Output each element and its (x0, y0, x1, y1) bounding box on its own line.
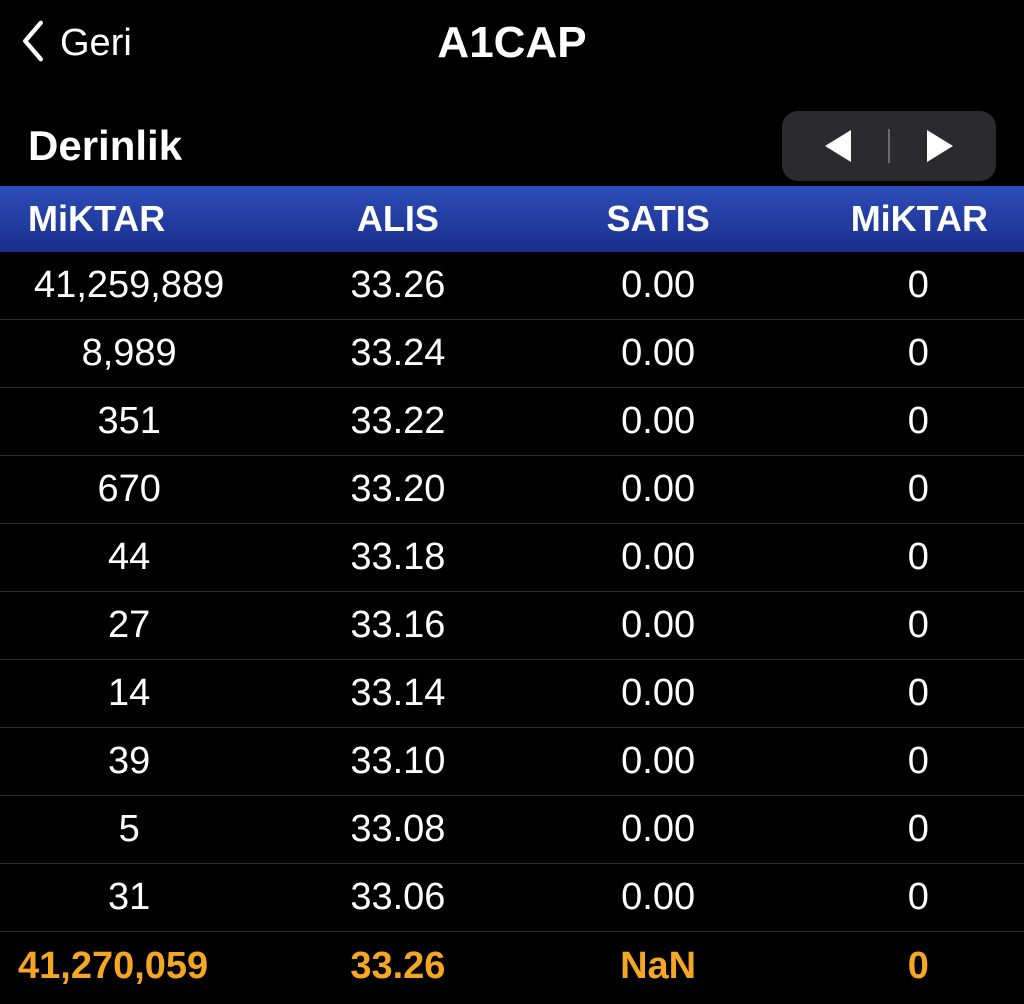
cell-miktar-sell: 0 (771, 808, 1006, 851)
summary-miktar-buy: 41,270,059 (18, 945, 300, 988)
table-row[interactable]: 41,259,889 33.26 0.00 0 (0, 252, 1024, 320)
cell-miktar-buy: 14 (18, 672, 300, 715)
cell-satis: 0.00 (536, 536, 771, 579)
cell-alis: 33.14 (300, 672, 535, 715)
table-row[interactable]: 31 33.06 0.00 0 (0, 864, 1024, 932)
cell-satis: 0.00 (536, 740, 771, 783)
triangle-left-icon (825, 130, 851, 162)
cell-miktar-buy: 27 (18, 604, 300, 647)
cell-miktar-sell: 0 (771, 604, 1006, 647)
back-label: Geri (60, 22, 132, 65)
cell-miktar-sell: 0 (771, 876, 1006, 919)
cell-satis: 0.00 (536, 264, 771, 307)
summary-alis: 33.26 (300, 945, 535, 988)
cell-miktar-sell: 0 (771, 264, 1006, 307)
table-row[interactable]: 44 33.18 0.00 0 (0, 524, 1024, 592)
cell-miktar-buy: 670 (18, 468, 300, 511)
col-header-alis: ALIS (300, 198, 535, 240)
col-header-miktar-sell: MiKTAR (771, 198, 1006, 240)
triangle-right-icon (927, 130, 953, 162)
cell-miktar-buy: 39 (18, 740, 300, 783)
col-header-satis: SATIS (536, 198, 771, 240)
pager-prev-button[interactable] (788, 116, 888, 176)
cell-miktar-sell: 0 (771, 332, 1006, 375)
table-row[interactable]: 5 33.08 0.00 0 (0, 796, 1024, 864)
summary-miktar-sell: 0 (771, 945, 1006, 988)
col-header-miktar-buy: MiKTAR (18, 198, 300, 240)
cell-alis: 33.24 (300, 332, 535, 375)
cell-satis: 0.00 (536, 876, 771, 919)
table-row[interactable]: 27 33.16 0.00 0 (0, 592, 1024, 660)
cell-miktar-buy: 351 (18, 400, 300, 443)
cell-satis: 0.00 (536, 604, 771, 647)
cell-satis: 0.00 (536, 672, 771, 715)
back-button[interactable]: Geri (20, 18, 132, 69)
pager-next-button[interactable] (890, 116, 990, 176)
table-header-row: MiKTAR ALIS SATIS MiKTAR (0, 186, 1024, 252)
cell-miktar-buy: 44 (18, 536, 300, 579)
cell-miktar-sell: 0 (771, 672, 1006, 715)
cell-miktar-sell: 0 (771, 468, 1006, 511)
cell-miktar-sell: 0 (771, 536, 1006, 579)
table-row[interactable]: 351 33.22 0.00 0 (0, 388, 1024, 456)
cell-miktar-buy: 8,989 (18, 332, 300, 375)
table-summary-row: 41,270,059 33.26 NaN 0 (0, 932, 1024, 1000)
cell-alis: 33.18 (300, 536, 535, 579)
cell-alis: 33.22 (300, 400, 535, 443)
cell-alis: 33.26 (300, 264, 535, 307)
section-title: Derinlik (28, 122, 182, 170)
cell-satis: 0.00 (536, 468, 771, 511)
table-body: 41,259,889 33.26 0.00 0 8,989 33.24 0.00… (0, 252, 1024, 1000)
summary-satis: NaN (536, 945, 771, 988)
cell-alis: 33.20 (300, 468, 535, 511)
cell-alis: 33.16 (300, 604, 535, 647)
table-row[interactable]: 39 33.10 0.00 0 (0, 728, 1024, 796)
cell-miktar-sell: 0 (771, 400, 1006, 443)
section-header: Derinlik (0, 106, 1024, 186)
cell-alis: 33.08 (300, 808, 535, 851)
table-row[interactable]: 8,989 33.24 0.00 0 (0, 320, 1024, 388)
table-row[interactable]: 670 33.20 0.00 0 (0, 456, 1024, 524)
chevron-left-icon (20, 18, 46, 69)
cell-miktar-buy: 5 (18, 808, 300, 851)
cell-satis: 0.00 (536, 332, 771, 375)
cell-alis: 33.10 (300, 740, 535, 783)
cell-miktar-buy: 41,259,889 (18, 264, 300, 307)
cell-miktar-sell: 0 (771, 740, 1006, 783)
pager (782, 111, 996, 181)
table-row[interactable]: 14 33.14 0.00 0 (0, 660, 1024, 728)
cell-satis: 0.00 (536, 808, 771, 851)
cell-alis: 33.06 (300, 876, 535, 919)
nav-bar: Geri A1CAP (0, 0, 1024, 86)
cell-miktar-buy: 31 (18, 876, 300, 919)
page-title: A1CAP (0, 18, 1024, 68)
cell-satis: 0.00 (536, 400, 771, 443)
